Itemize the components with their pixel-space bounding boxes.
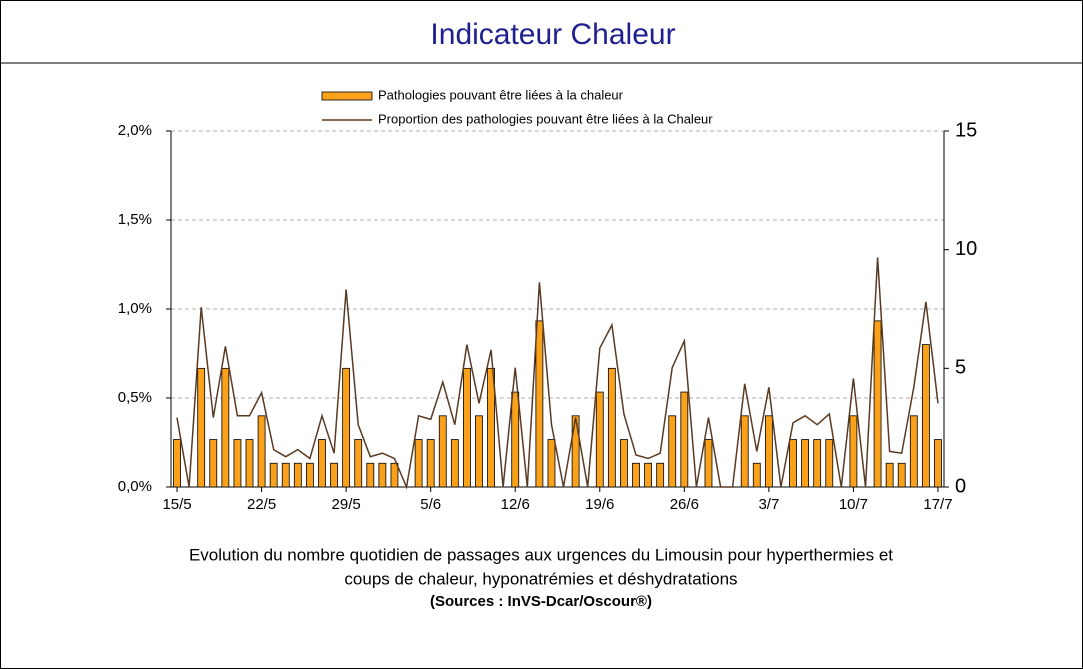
- y-tick-label: 1,0%: [118, 300, 152, 317]
- bar: [849, 415, 858, 488]
- bar: [221, 367, 230, 488]
- caption-line: Evolution du nombre quotidien de passage…: [189, 545, 893, 564]
- x-tick-label: 29/5: [332, 496, 361, 513]
- bar: [414, 439, 423, 488]
- y-tick-label: 0,0%: [118, 478, 152, 495]
- bar: [595, 391, 604, 488]
- bar: [438, 415, 447, 488]
- x-tick-label: 19/6: [585, 496, 614, 513]
- bar: [209, 439, 218, 488]
- bar: [342, 367, 351, 488]
- bar: [233, 439, 242, 488]
- bar: [475, 415, 483, 488]
- bar: [318, 439, 326, 488]
- bar: [269, 462, 278, 488]
- bar: [173, 439, 181, 488]
- bar: [607, 367, 616, 488]
- bar: [293, 462, 302, 488]
- bar: [934, 439, 942, 488]
- bar: [801, 439, 810, 488]
- legend-swatch: [321, 91, 373, 101]
- bar: [450, 439, 459, 488]
- x-tick-label: 5/6: [420, 496, 441, 513]
- x-tick-label: 3/7: [758, 496, 779, 513]
- source: (Sources : InVS-Dcar/Oscour®): [430, 593, 652, 610]
- x-tick-label: 17/7: [923, 496, 952, 513]
- bar: [656, 462, 665, 488]
- bar: [245, 439, 254, 488]
- y2-tick-label: 15: [955, 119, 977, 141]
- x-tick-label: 26/6: [670, 496, 699, 513]
- bar: [426, 439, 435, 488]
- bar: [390, 462, 399, 488]
- bar: [281, 462, 290, 488]
- bar: [257, 415, 266, 488]
- bar: [789, 439, 797, 488]
- bar: [752, 462, 761, 488]
- y2-tick-label: 0: [955, 475, 966, 497]
- bar: [535, 320, 544, 488]
- bar: [620, 439, 628, 488]
- bar: [897, 462, 906, 488]
- bar: [354, 439, 363, 488]
- y2-tick-label: 5: [955, 357, 966, 379]
- caption-line: coups de chaleur, hyponatrémies et déshy…: [344, 569, 737, 588]
- y-tick-label: 1,5%: [118, 211, 152, 228]
- bar: [813, 439, 822, 488]
- line: [176, 257, 939, 490]
- legend-label: Pathologies pouvant être liées à la chal…: [378, 87, 624, 102]
- y-tick-label: 0,5%: [118, 389, 152, 406]
- bar: [366, 462, 375, 488]
- x-tick-label: 15/5: [162, 496, 191, 513]
- y-tick-label: 2,0%: [118, 122, 152, 139]
- bar: [921, 344, 930, 488]
- chart-title: Indicateur Chaleur: [430, 18, 675, 51]
- bar: [511, 391, 520, 488]
- bar: [704, 439, 713, 488]
- bar: [885, 462, 894, 488]
- bar: [764, 415, 773, 488]
- bar: [680, 391, 689, 488]
- bar: [571, 415, 580, 488]
- bar: [197, 367, 206, 488]
- bar: [378, 462, 387, 488]
- bar: [463, 367, 471, 488]
- bar: [644, 462, 652, 488]
- legend-label: Proportion des pathologies pouvant être …: [378, 111, 713, 126]
- x-tick-label: 22/5: [247, 496, 276, 513]
- bar: [825, 439, 834, 488]
- bar: [487, 367, 495, 488]
- bar: [873, 320, 882, 488]
- bar: [740, 415, 749, 488]
- x-tick-label: 10/7: [839, 496, 868, 513]
- bar: [547, 439, 556, 488]
- y2-tick-label: 10: [955, 238, 977, 260]
- bar: [305, 462, 314, 488]
- x-tick-label: 12/6: [501, 496, 530, 513]
- bar: [330, 462, 338, 488]
- bar: [668, 415, 677, 488]
- bar: [909, 415, 918, 488]
- bar: [632, 462, 640, 488]
